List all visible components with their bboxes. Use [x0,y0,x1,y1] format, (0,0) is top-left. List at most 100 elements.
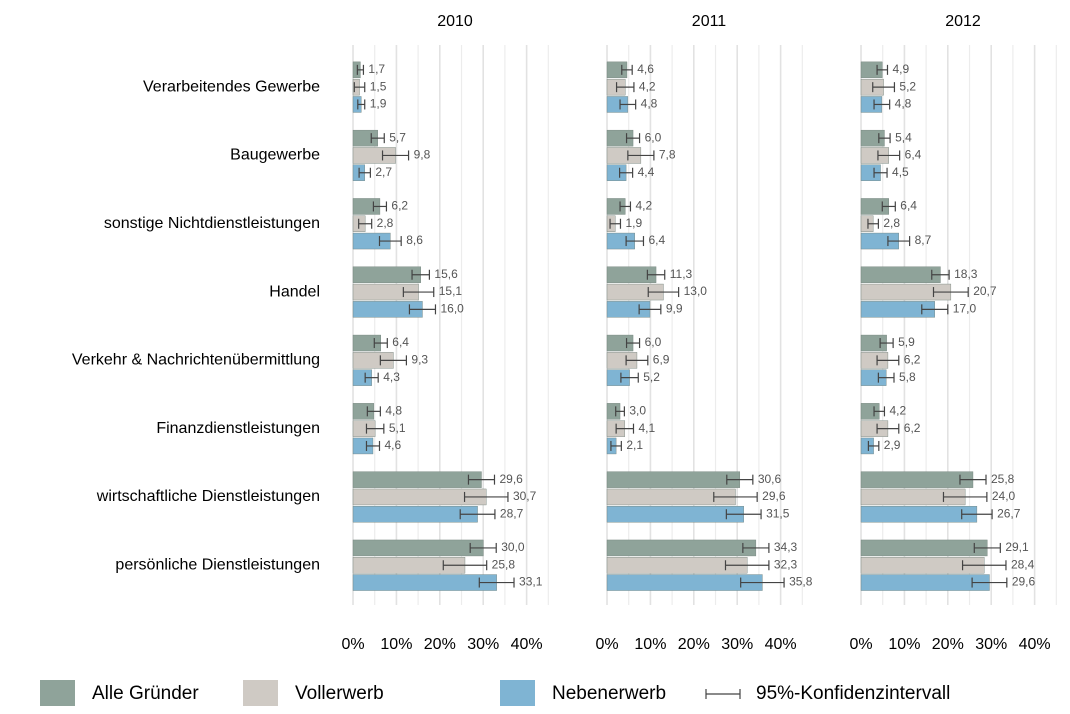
value-label: 9,9 [666,302,683,316]
error-bar [609,218,622,229]
value-label: 6,0 [645,130,662,144]
value-label: 6,4 [900,199,917,213]
error-bar [867,218,879,229]
value-label: 4,5 [892,165,909,179]
value-label: 25,8 [991,472,1015,486]
error-bar [724,560,770,571]
value-label: 5,1 [389,421,406,435]
value-label: 1,9 [370,97,387,111]
error-bar [619,201,632,212]
value-label: 25,8 [492,557,516,571]
error-bar [873,99,891,110]
legend-label: Vollerwerb [295,683,384,704]
error-bar [372,201,388,212]
value-label: 24,0 [992,489,1016,503]
value-label: 35,8 [789,575,813,589]
error-bar [725,509,762,520]
category-label: sonstige Nichtdienstleistungen [104,215,320,232]
value-label: 32,3 [774,557,798,571]
error-bar [961,560,1007,571]
legend-swatch [40,680,75,706]
value-label: 4,8 [385,404,402,418]
error-bar [878,133,891,144]
error-bar [411,269,430,280]
error-bar [358,167,371,178]
x-tick-label: 40% [765,636,797,653]
value-label: 28,4 [1011,557,1035,571]
value-label: 5,4 [895,130,912,144]
x-tick-label: 30% [467,636,499,653]
error-bar [867,440,880,451]
error-bar [625,236,645,247]
bar [352,471,482,488]
value-label: 11,3 [670,267,693,281]
value-label: 4,2 [635,199,652,213]
legend-error-symbol [705,689,741,699]
value-label: 1,7 [368,62,385,76]
bar [606,574,763,591]
value-label: 29,6 [762,489,786,503]
value-label: 6,2 [904,353,921,367]
error-bar [881,201,896,212]
error-bar [469,542,497,553]
value-label: 1,9 [625,216,642,230]
category-label: Handel [269,283,320,300]
error-bar [961,509,993,520]
error-bar [932,287,969,298]
value-label: 4,8 [895,97,912,111]
value-label: 6,9 [653,353,670,367]
error-bar [366,406,381,417]
value-label: 6,4 [648,233,665,247]
error-bar [356,64,365,75]
value-label: 15,6 [434,267,458,281]
value-label: 4,4 [638,165,655,179]
value-label: 8,6 [406,233,423,247]
value-label: 29,1 [1005,540,1029,554]
error-bar [876,355,900,366]
value-label: 9,3 [411,353,428,367]
x-tick-label: 0% [595,636,618,653]
x-tick-label: 20% [424,636,456,653]
value-label: 15,1 [439,284,463,298]
value-label: 5,9 [898,335,915,349]
error-bar [442,560,488,571]
value-label: 6,2 [391,199,408,213]
x-tick-label: 10% [634,636,666,653]
error-bar [353,82,366,93]
error-bar [381,150,410,161]
error-bar [619,167,634,178]
x-tick-label: 20% [932,636,964,653]
value-label: 5,8 [899,370,916,384]
error-bar [879,338,894,349]
value-label: 5,2 [643,370,660,384]
value-label: 28,7 [500,506,524,520]
error-bar [478,577,515,588]
value-label: 29,6 [499,472,523,486]
value-label: 5,2 [899,79,916,93]
value-label: 6,4 [905,148,922,162]
error-bar [876,64,889,75]
legend-swatch [500,680,535,706]
x-tick-label: 40% [1019,636,1051,653]
error-bar [610,440,622,451]
bar [352,539,484,557]
category-label: Baugewerbe [230,147,320,164]
value-label: 2,9 [884,438,901,452]
x-tick-label: 10% [888,636,920,653]
error-bar [742,542,770,553]
value-label: 2,8 [883,216,900,230]
error-bar [646,269,666,280]
value-label: 4,1 [638,421,655,435]
value-label: 2,7 [375,165,392,179]
error-bar [627,150,655,161]
bar [860,539,988,557]
value-label: 34,3 [774,540,798,554]
error-bar [647,287,680,298]
error-bar [887,236,911,247]
bar [860,471,974,488]
category-label: wirtschaftliche Dienstleistungen [96,488,320,505]
value-label: 4,2 [639,79,656,93]
error-bar [973,542,1001,553]
facet-title: 2012 [945,13,981,30]
value-label: 2,1 [626,438,643,452]
